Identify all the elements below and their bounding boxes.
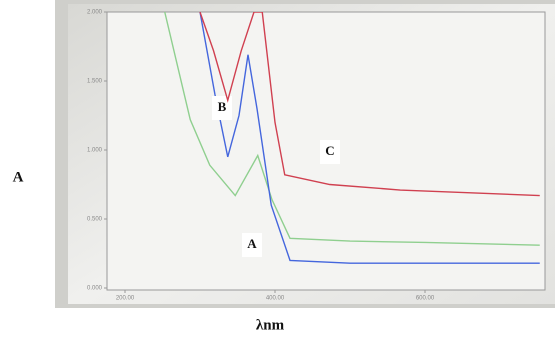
page: A λnm 0.000 0.500 1.000 1.500 2.000 200.00 400… xyxy=(0,0,555,343)
x-tick-label: 200.00 xyxy=(116,296,135,302)
curve-label: C xyxy=(325,143,334,158)
y-tick-label: 1.000 xyxy=(87,148,103,154)
y-tick-label: 1.500 xyxy=(87,79,103,85)
y-tick-label: 2.000 xyxy=(87,10,103,16)
y-axis-label: A xyxy=(13,169,24,185)
curve-label: B xyxy=(218,99,227,114)
chart: A λnm 0.000 0.500 1.000 1.500 2.000 200.00 400… xyxy=(0,0,555,343)
x-tick-label: 600.00 xyxy=(416,296,435,302)
y-tick-label: 0.500 xyxy=(87,217,103,223)
y-tick-label: 0.000 xyxy=(87,286,103,292)
x-tick-label: 400.00 xyxy=(266,296,285,302)
x-axis-label: λnm xyxy=(256,317,285,333)
curve-label: A xyxy=(247,236,257,251)
